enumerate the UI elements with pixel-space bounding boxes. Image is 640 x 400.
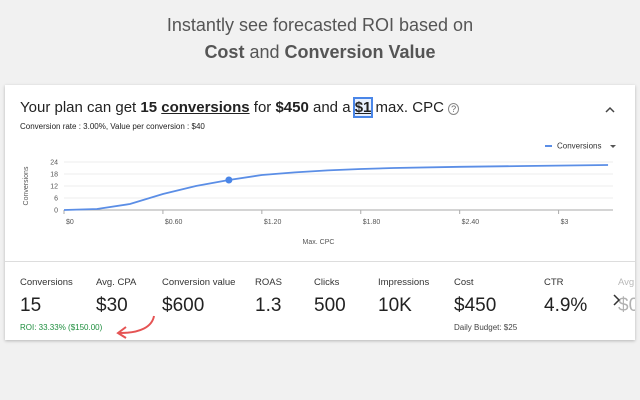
metric-value: $600 bbox=[162, 295, 205, 316]
collapse-icon[interactable] bbox=[603, 105, 617, 115]
text: for bbox=[249, 99, 276, 116]
metric: Conversions 15 ROI: 33.33% ($150.00) bbox=[20, 277, 102, 332]
plan-subtitle: Conversion rate : 3.00%, Value per conve… bbox=[20, 122, 205, 131]
headline: Instantly see forecasted ROI based on bbox=[166, 15, 474, 35]
metric-value: 15 bbox=[20, 295, 42, 316]
card: Your plan can get 15 conversions for $45… bbox=[5, 85, 635, 340]
cpc-input[interactable]: $1 bbox=[352, 97, 374, 118]
metric: ROAS 1.3 bbox=[255, 277, 282, 317]
headline-bold: Cost bbox=[204, 42, 245, 62]
text[interactable]: conversions bbox=[161, 99, 250, 116]
metric-label: Avg. bbox=[618, 277, 635, 288]
x-tick-label: $0.60 bbox=[165, 219, 183, 226]
x-tick-label: $2.40 bbox=[462, 219, 480, 226]
text: max. CPC bbox=[371, 99, 444, 116]
y-tick-label: 12 bbox=[50, 184, 58, 191]
next-arrow[interactable] bbox=[611, 293, 621, 307]
x-tick-label: $1.80 bbox=[363, 219, 381, 226]
text: $450 bbox=[275, 99, 309, 116]
metric: Impressions 10K bbox=[378, 277, 429, 317]
divider bbox=[5, 261, 635, 262]
metric: CTR 4.9% bbox=[544, 277, 587, 317]
line bbox=[63, 164, 609, 211]
metric: Avg. CPA $30 bbox=[96, 277, 136, 317]
y-tick-label: 24 bbox=[50, 160, 58, 167]
chart: Conversions 0 6 12 18 24 $0 $0.60 $1.20 $1.80 $2.4… bbox=[23, 142, 616, 246]
legend-dropdown bbox=[610, 145, 616, 148]
annotation-arrow bbox=[116, 315, 155, 339]
text: and a bbox=[308, 99, 355, 116]
x-tick-label: $0 bbox=[66, 219, 74, 226]
metric-value: 10K bbox=[378, 295, 412, 316]
metric-value: 4.9% bbox=[544, 295, 588, 316]
metric-value: 1.3 bbox=[255, 295, 282, 316]
metric: Conversion value $600 bbox=[162, 277, 235, 317]
headline: Cost and Conversion Value bbox=[0, 42, 640, 63]
metric-label: Cost bbox=[454, 277, 474, 288]
metric-value: $0 bbox=[618, 295, 635, 316]
headline-bold: Conversion Value bbox=[284, 42, 436, 62]
metric-note: Daily Budget: $25 bbox=[454, 323, 518, 332]
y-axis-label: Conversions bbox=[23, 166, 30, 205]
metric-label: CTR bbox=[544, 277, 564, 288]
x-tick-label: $1.20 bbox=[264, 219, 282, 226]
metric: Avg. $0 bbox=[618, 277, 635, 317]
headline-text: and bbox=[244, 42, 285, 62]
text: 15 bbox=[140, 99, 158, 116]
y-tick-label: 18 bbox=[50, 172, 58, 179]
y-tick-label: 6 bbox=[54, 196, 58, 203]
plan-sentence: Your plan can get 15 conversions for $45… bbox=[20, 97, 460, 118]
metric-label: Conversions bbox=[20, 277, 73, 288]
metric-label: ROAS bbox=[255, 277, 282, 288]
current-point bbox=[225, 176, 233, 184]
metric-note: ROI: 33.33% ($150.00) bbox=[20, 323, 103, 332]
metric-value: $30 bbox=[96, 295, 128, 316]
metric-label: Conversion value bbox=[162, 277, 236, 288]
metric-label: Avg. CPA bbox=[96, 277, 137, 288]
metric: Cost $450 Daily Budget: $25 bbox=[454, 277, 517, 332]
x-tick-label: $3 bbox=[561, 219, 569, 226]
text: Your plan can get bbox=[20, 99, 141, 116]
metric: Clicks 500 bbox=[314, 277, 346, 317]
metric-value: 500 bbox=[314, 295, 346, 316]
help-icon[interactable]: ? bbox=[448, 103, 460, 115]
x-axis-label: Max. CPC bbox=[303, 239, 335, 246]
metric-label: Impressions bbox=[378, 277, 430, 288]
y-tick-label: 0 bbox=[54, 208, 58, 215]
metric-label: Clicks bbox=[314, 277, 340, 288]
metric-value: $450 bbox=[454, 295, 497, 316]
legend-label: Conversions bbox=[557, 142, 601, 151]
